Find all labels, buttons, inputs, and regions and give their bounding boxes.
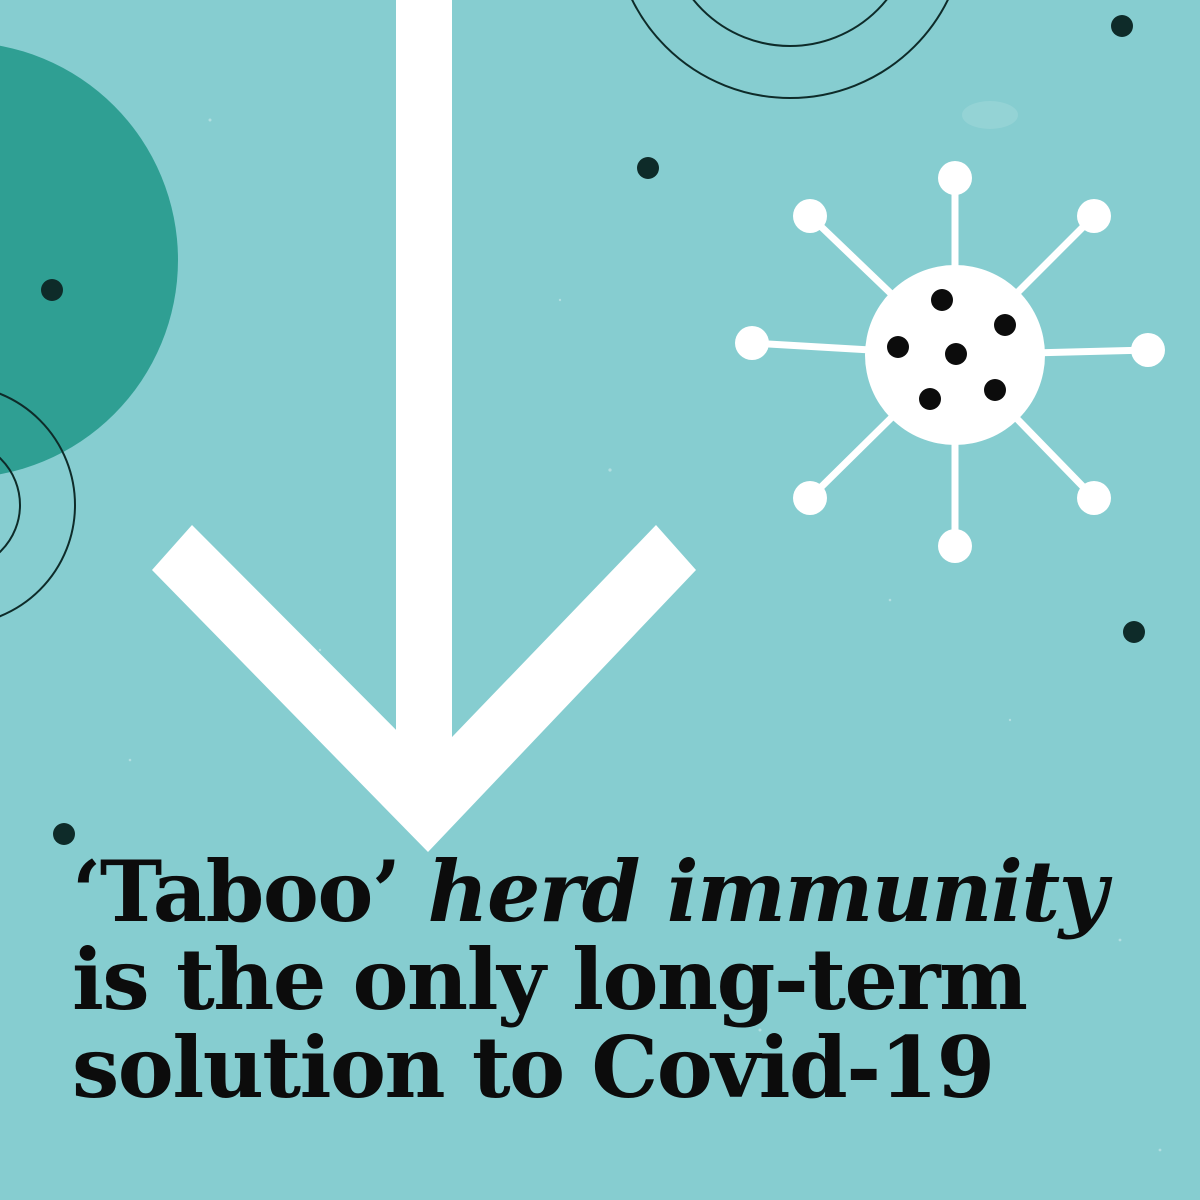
headline-quoted-word: ‘Taboo’ bbox=[72, 842, 400, 941]
dot bbox=[41, 279, 63, 301]
dot bbox=[1111, 15, 1133, 37]
dot bbox=[1123, 621, 1145, 643]
headline-italic-phrase: herd immunity bbox=[427, 842, 1106, 941]
headline-line-1: ‘Taboo’ herd immunity bbox=[72, 848, 1172, 936]
headline-line-3: solution to Covid-19 bbox=[72, 1024, 1172, 1112]
headline-line-2: is the only long-term bbox=[72, 936, 1172, 1024]
top-concentric-arcs bbox=[614, 0, 966, 98]
dot bbox=[637, 157, 659, 179]
teal-circle bbox=[0, 42, 178, 478]
headline: ‘Taboo’ herd immunity is the only long-t… bbox=[72, 848, 1172, 1112]
down-arrow-icon bbox=[152, 0, 696, 852]
pale-smudge bbox=[962, 101, 1018, 129]
